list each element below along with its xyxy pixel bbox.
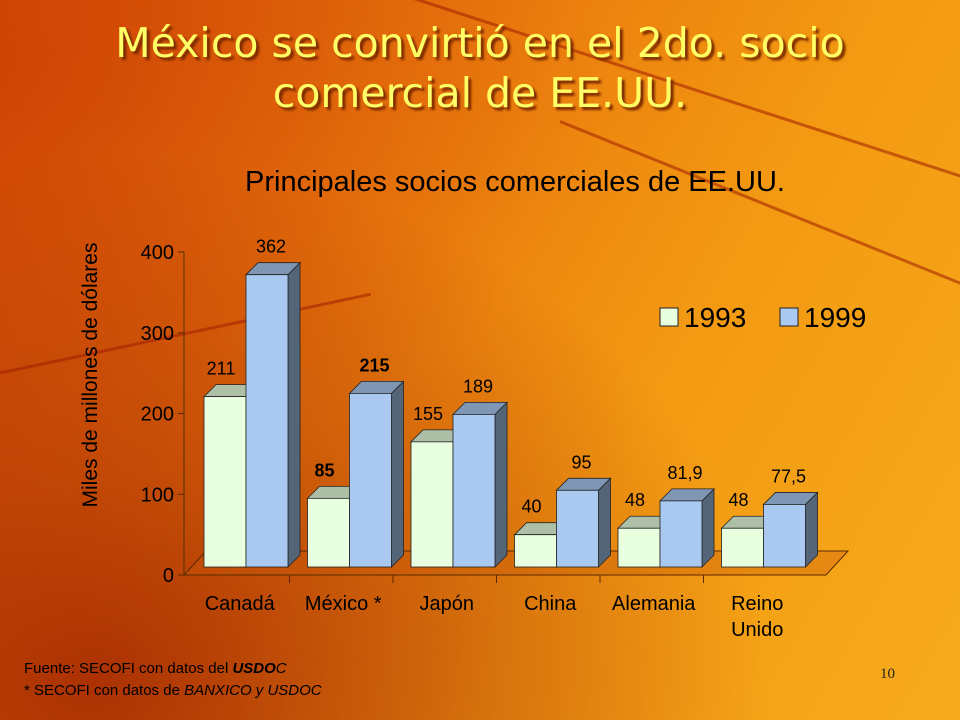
slide-title: México se convirtió en el 2do. socio com… — [115, 19, 845, 117]
y-tick-label: 300 — [141, 323, 174, 345]
bar — [556, 489, 599, 568]
data-label: 211 — [207, 359, 236, 379]
slide-number: 10 — [880, 666, 895, 682]
source-org: USDO — [232, 660, 276, 677]
source-text: y — [255, 682, 264, 699]
bar — [203, 396, 247, 568]
data-label: 40 — [521, 497, 541, 517]
y-tick-label: 200 — [141, 404, 174, 426]
source-text: * SECOFI con datos de — [24, 682, 180, 699]
data-label: 48 — [728, 490, 748, 510]
legend-swatch — [779, 307, 799, 327]
bar-side — [598, 477, 611, 568]
x-tick-label: Japón — [420, 593, 475, 615]
bar-side — [391, 380, 404, 568]
bar — [514, 534, 557, 568]
data-label: 77,5 — [771, 466, 806, 486]
bar — [763, 504, 806, 568]
bar-side — [494, 401, 508, 568]
source-line-2: * SECOFI con datos de BANXICO y USDOC — [24, 680, 322, 702]
bar — [721, 527, 764, 568]
x-tick-label: México * — [305, 593, 382, 615]
data-label: 362 — [256, 237, 286, 257]
chart-title: Principales socios comerciales de EE.UU. — [245, 166, 785, 198]
legend-swatch — [659, 307, 679, 327]
y-tick-label: 400 — [141, 242, 174, 264]
x-tick-label: Reino — [731, 593, 783, 615]
bar — [452, 413, 496, 568]
data-label: 189 — [463, 376, 493, 396]
x-tick-label: Unido — [731, 619, 783, 641]
x-tick-label: China — [524, 593, 577, 615]
legend-label: 1993 — [684, 302, 746, 333]
source-line-1: Fuente: SECOFI con datos del USDOC — [24, 658, 322, 680]
bar — [245, 274, 289, 568]
y-axis-title: Miles de millones de dólares — [79, 243, 102, 508]
y-tick-label: 0 — [163, 565, 174, 587]
data-label: 48 — [625, 490, 645, 510]
bar-side — [701, 487, 715, 568]
data-label: 81,9 — [667, 463, 702, 483]
bar — [410, 441, 454, 568]
data-label: 155 — [413, 404, 443, 424]
data-label: 95 — [571, 452, 591, 472]
x-tick-label: Alemania — [612, 593, 696, 615]
x-tick-label: Canadá — [205, 593, 276, 615]
source-text: Fuente: SECOFI con datos del — [24, 660, 229, 677]
source-org: BANXICO — [184, 682, 252, 699]
bar — [349, 392, 392, 568]
source-note: Fuente: SECOFI con datos del USDOC * SEC… — [24, 658, 322, 702]
data-label: 85 — [314, 460, 334, 480]
bar — [617, 527, 661, 568]
source-org-suffix: C — [275, 660, 287, 677]
source-org: USDOC — [267, 682, 322, 699]
bar-side — [805, 491, 818, 568]
bar — [659, 500, 703, 568]
bar — [307, 497, 350, 568]
data-label: 215 — [359, 355, 389, 375]
y-tick-label: 100 — [141, 484, 174, 506]
bar-side — [287, 261, 301, 568]
legend-label: 1999 — [804, 302, 866, 333]
